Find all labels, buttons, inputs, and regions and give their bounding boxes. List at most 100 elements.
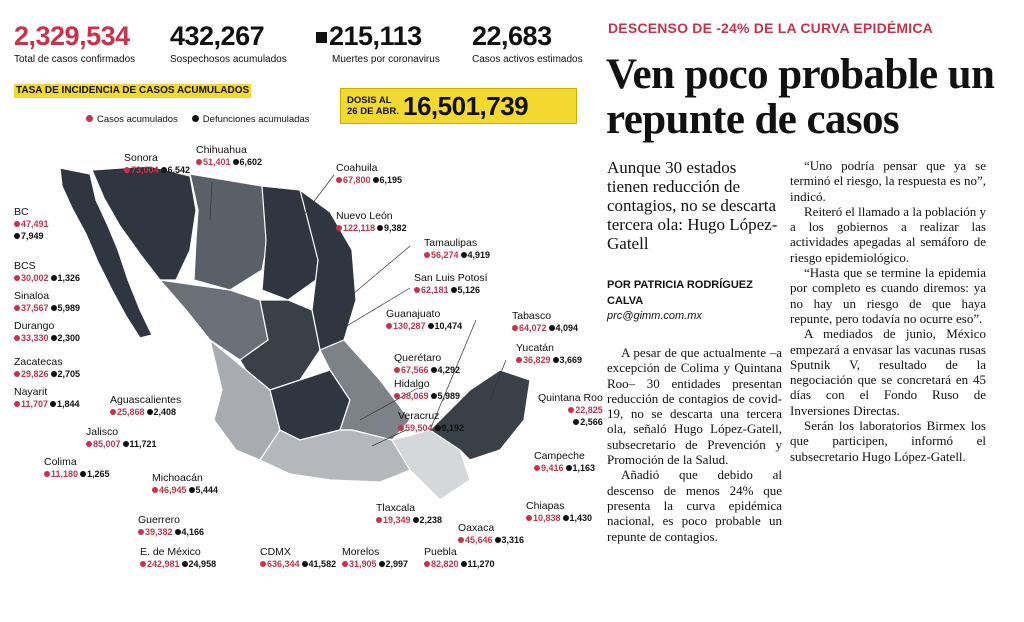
- death-dot-icon: [461, 252, 467, 258]
- state-cases: 85,007: [93, 439, 121, 449]
- state-label-tamaulipas: Tamaulipas 56,274 4,919: [424, 237, 490, 261]
- state-name: Tabasco: [512, 310, 578, 322]
- state-deaths: 2,408: [154, 407, 177, 417]
- state-name: San Luis Potosí: [414, 272, 488, 284]
- article-byline: POR PATRICIA RODRÍGUEZ CALVA: [607, 277, 787, 309]
- state-deaths: 4,292: [438, 365, 461, 375]
- legend-cases-label: Casos acumulados: [97, 114, 178, 125]
- state-cases: 29,826: [21, 369, 49, 379]
- state-deaths: 6,195: [380, 175, 403, 185]
- state-name: Michoacán: [152, 472, 218, 484]
- death-dot-icon: [566, 465, 572, 471]
- state-cases: 25,868: [117, 407, 145, 417]
- state-name: Jalisco: [86, 426, 157, 438]
- state-label-tabasco: Tabasco 64,072 4,094: [512, 310, 578, 334]
- death-dot-icon: [233, 159, 239, 165]
- state-label-durango: Durango 33,330 2,300: [14, 320, 80, 344]
- state-name: BC: [14, 206, 49, 218]
- case-dot-icon: [152, 487, 158, 493]
- state-cases: 36,829: [523, 355, 551, 365]
- paragraph: A pesar de que actualmente –a excepción …: [607, 345, 782, 467]
- state-label-guerrero: Guerrero 39,382 4,166: [138, 514, 204, 538]
- state-name: Oaxaca: [458, 522, 524, 534]
- state-label-puebla: Puebla 82,820 11,270: [424, 546, 495, 570]
- article-column-1: A pesar de que actualmente –a excepción …: [607, 345, 782, 544]
- state-cases: 9,416: [541, 463, 564, 473]
- case-dot-icon: [526, 515, 532, 521]
- state-name: Morelos: [342, 546, 408, 558]
- case-dot-icon: [386, 323, 392, 329]
- death-dot-icon: [428, 323, 434, 329]
- state-name: Puebla: [424, 546, 495, 558]
- state-deaths: 5,444: [196, 485, 219, 495]
- state-deaths: 6,602: [240, 157, 263, 167]
- case-dot-icon: [342, 561, 348, 567]
- state-cases: 73,004: [131, 165, 159, 175]
- case-dot-icon: [86, 441, 92, 447]
- state-name: Colima: [44, 456, 110, 468]
- case-dot-icon: [394, 367, 400, 373]
- state-name: Campeche: [534, 450, 595, 462]
- state-deaths: 5,989: [58, 303, 81, 313]
- state-cases: 22,825: [575, 405, 603, 415]
- state-name: Hidalgo: [394, 378, 460, 390]
- doses-box: DOSIS AL 26 DE ABR. 16,501,739: [340, 88, 577, 124]
- state-cases: 38,069: [401, 391, 429, 401]
- case-dot-icon: [336, 225, 342, 231]
- state-deaths: 4,094: [556, 323, 579, 333]
- case-dot-icon: [414, 287, 420, 293]
- death-dot-icon: [563, 515, 569, 521]
- state-cases: 37,567: [21, 303, 49, 313]
- death-dot-icon: [123, 441, 129, 447]
- case-dot-icon: [14, 221, 20, 227]
- state-label-cdmx: CDMX 636,344 41,582: [260, 546, 336, 570]
- state-cases: 122,118: [343, 223, 375, 233]
- case-dot-icon: [376, 517, 382, 523]
- death-dot-icon: [302, 561, 308, 567]
- state-cases: 31,905: [349, 559, 377, 569]
- state-name: CDMX: [260, 546, 336, 558]
- case-dot-icon: [260, 561, 266, 567]
- state-cases: 11,707: [21, 399, 48, 409]
- state-cases: 39,382: [145, 527, 173, 537]
- state-cases: 242,981: [147, 559, 180, 569]
- state-cases: 19,349: [383, 515, 411, 525]
- death-dot-icon: [175, 529, 181, 535]
- state-cases: 636,344: [267, 559, 300, 569]
- state-label-colima: Colima 11,180 1,265: [44, 456, 110, 480]
- paragraph: Reiteró el llamado a la población y a lo…: [790, 204, 986, 265]
- state-cases: 62,181: [421, 285, 449, 295]
- case-dot-icon: [394, 393, 400, 399]
- author-email[interactable]: prc@gimm.com.mx: [607, 310, 702, 322]
- case-dot-icon: [14, 275, 20, 281]
- state-name: Chihuahua: [196, 144, 262, 156]
- case-dot-icon: [14, 305, 20, 311]
- stat-deaths: 215,113 Muertes por coronavirus: [316, 22, 440, 66]
- state-cases: 130,287: [393, 321, 426, 331]
- state-name: BCS: [14, 260, 80, 272]
- stat-suspected-value: 432,267: [170, 22, 287, 50]
- state-label-queretaro: Querétaro 67,566 4,292: [394, 352, 460, 376]
- legend-cases: Casos acumulados: [86, 114, 178, 125]
- state-label-veracruz: Veracruz 59,504 9,192: [398, 410, 464, 434]
- state-name: Zacatecas: [14, 356, 80, 368]
- region-chihuahua: [190, 174, 270, 290]
- paragraph: A mediados de junio, México empezará a e…: [790, 326, 986, 418]
- legend-deaths: Defunciones acumuladas: [192, 114, 310, 125]
- red-dot-icon: [86, 115, 93, 122]
- state-deaths: 2,238: [420, 515, 443, 525]
- state-name: Durango: [14, 320, 80, 332]
- death-dot-icon: [553, 357, 559, 363]
- paragraph: “Hasta que se termine la epidemia por co…: [790, 265, 986, 326]
- state-label-slp: San Luis Potosí 62,181 5,126: [414, 272, 488, 296]
- state-label-campeche: Campeche 9,416 1,163: [534, 450, 595, 474]
- state-label-tlaxcala: Tlaxcala 19,349 2,238: [376, 502, 442, 526]
- state-cases: 47,491: [21, 219, 49, 229]
- state-deaths: 10,474: [435, 321, 463, 331]
- doses-value: 16,501,739: [403, 91, 528, 122]
- case-dot-icon: [534, 465, 540, 471]
- state-name: Tamaulipas: [424, 237, 490, 249]
- death-dot-icon: [51, 305, 57, 311]
- stat-active: 22,683 Casos activos estimados: [472, 22, 583, 66]
- death-dot-icon: [161, 167, 167, 173]
